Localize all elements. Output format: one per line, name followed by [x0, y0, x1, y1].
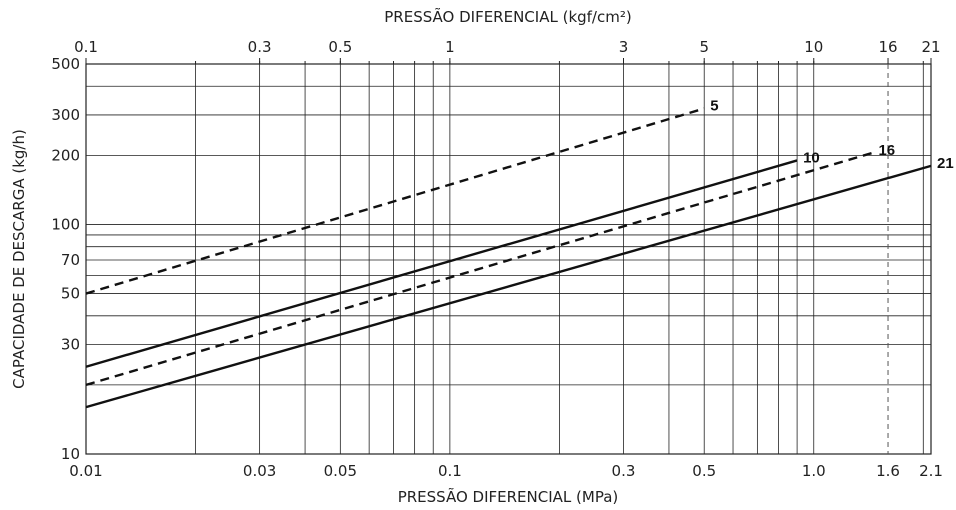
y-tick-label: 200	[51, 146, 80, 164]
top-tick-label: 3	[619, 38, 629, 56]
y-tick-label: 70	[61, 251, 80, 269]
x-tick-label: 0.3	[612, 462, 636, 480]
series-label-10: 10	[803, 149, 820, 166]
x-tick-label: 1.6	[876, 462, 900, 480]
series-lines: 5 10 16 21	[85, 97, 954, 409]
top-tick-label: 0.1	[74, 38, 98, 56]
top-tick-label: 0.5	[328, 38, 352, 56]
x-tick-label: 0.03	[243, 462, 276, 480]
top-axis-title: PRESSÃO DIFERENCIAL (kgf/cm²)	[384, 7, 631, 26]
series-label-21: 21	[937, 155, 954, 172]
x-axis-title: PRESSÃO DIFERENCIAL (MPa)	[398, 487, 619, 506]
x-tick-label: 2.1	[919, 462, 943, 480]
top-tick-label: 1	[445, 38, 455, 56]
series-label-16: 16	[878, 142, 895, 159]
x-tick-label: 0.5	[692, 462, 716, 480]
top-tick-label: 0.3	[248, 38, 272, 56]
y-tick-label: 30	[61, 335, 80, 353]
y-axis-title: CAPACIDADE DE DESCARGA (kg/h)	[10, 129, 28, 389]
series-line-16	[85, 151, 873, 387]
x-tick-label: 1.0	[802, 462, 826, 480]
y-tick-label: 100	[51, 215, 80, 233]
series-line-10	[85, 159, 798, 368]
y-tick-label: 500	[51, 55, 80, 73]
top-tick-label: 21	[921, 38, 940, 56]
y-tick-label: 10	[61, 445, 80, 463]
y-tick-label: 50	[61, 285, 80, 303]
plot-frame	[85, 63, 932, 455]
series-line-21	[85, 164, 932, 409]
top-tick-label: 5	[699, 38, 709, 56]
x-tick-label: 0.05	[324, 462, 357, 480]
x-tick-label: 0.01	[69, 462, 102, 480]
x-tick-label: 0.1	[438, 462, 462, 480]
top-tick-label: 10	[804, 38, 823, 56]
top-tick-label: 16	[878, 38, 897, 56]
tick-labels: 0.01 0.03 0.05 0.1 0.3 0.5 1.0 1.6 2.1 0.1 0.3 0.5 1…	[51, 38, 943, 480]
series-line-5	[85, 107, 705, 295]
series-label-5: 5	[710, 97, 718, 114]
y-tick-label: 300	[51, 106, 80, 124]
grid	[85, 58, 932, 454]
